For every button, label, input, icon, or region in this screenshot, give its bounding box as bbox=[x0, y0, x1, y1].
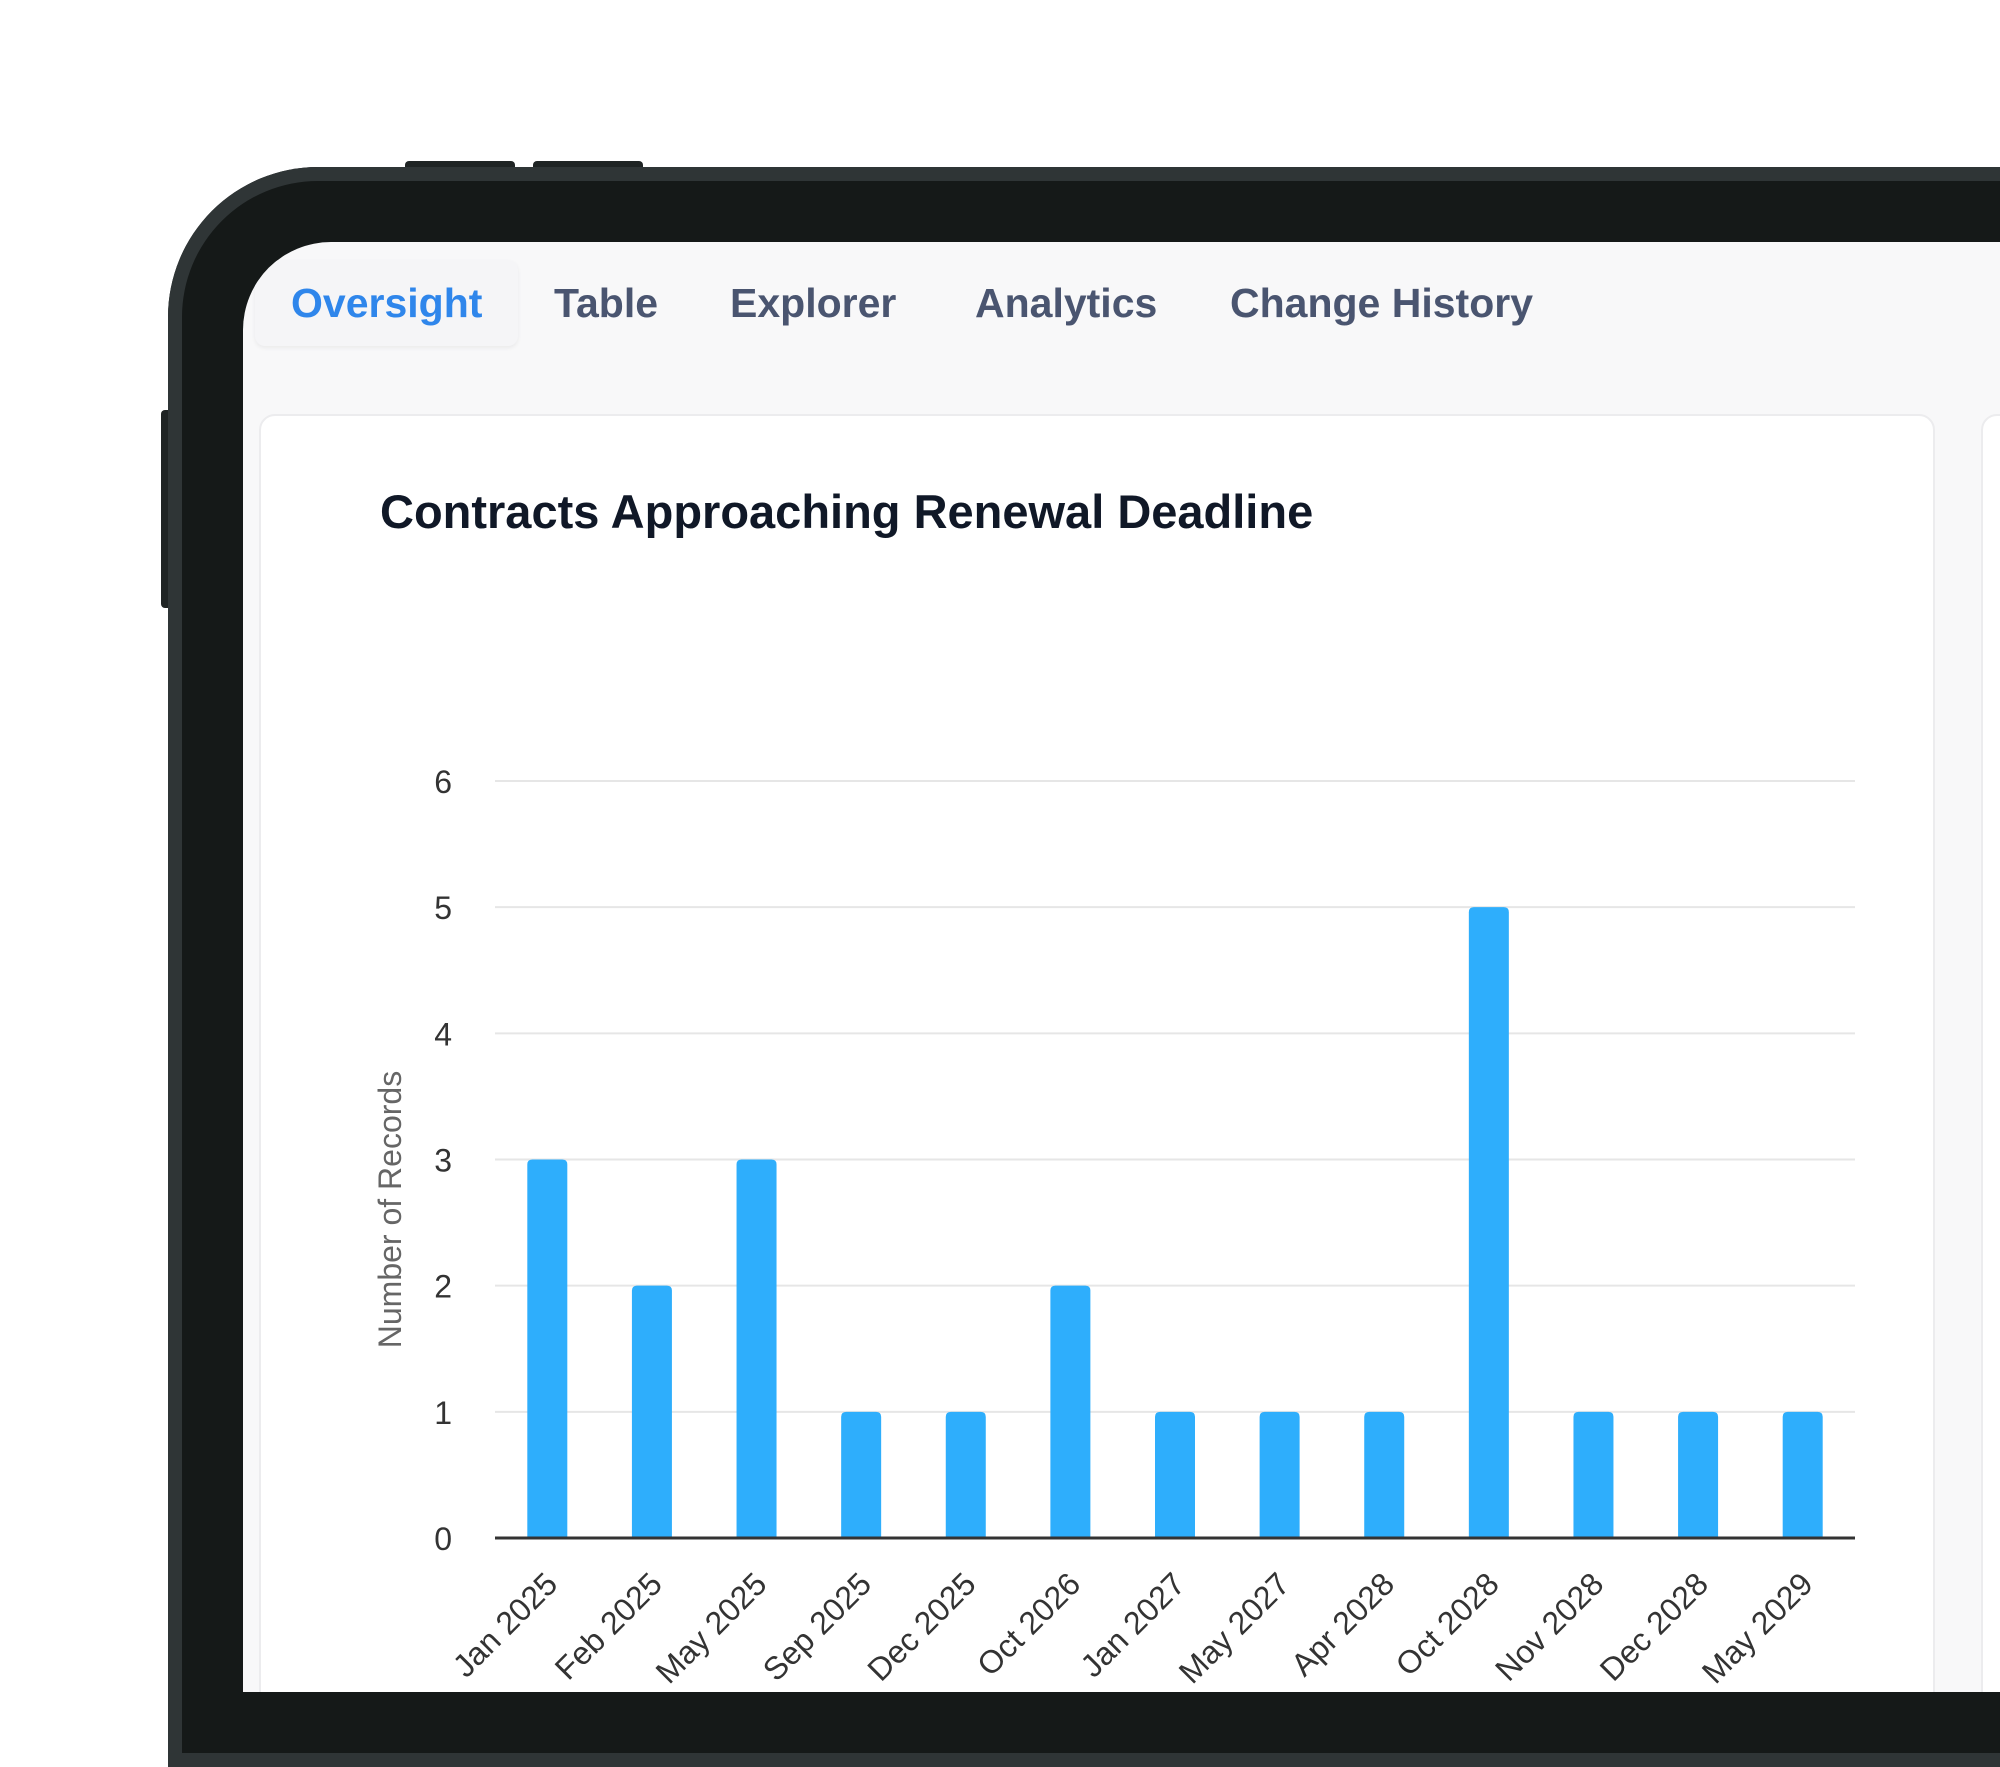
y-tick-label: 3 bbox=[434, 1143, 452, 1179]
x-tick-label: Sep 2025 bbox=[756, 1565, 878, 1687]
chart-card: Contracts Approaching Renewal Deadline 0… bbox=[259, 414, 1935, 1692]
x-tick-label: Jan 2025 bbox=[446, 1565, 565, 1684]
bar bbox=[1468, 907, 1509, 1538]
bar bbox=[945, 1411, 986, 1538]
y-tick-label: 5 bbox=[434, 890, 452, 926]
x-tick-label: Oct 2026 bbox=[970, 1565, 1087, 1682]
y-tick-label: 0 bbox=[434, 1521, 452, 1557]
app-screen: Oversight Table Explorer Analytics Chang… bbox=[243, 242, 2000, 1692]
y-tick-label: 4 bbox=[434, 1016, 452, 1052]
x-tick-label: May 2027 bbox=[1172, 1565, 1297, 1690]
tab-change-history[interactable]: Change History bbox=[1230, 280, 1533, 326]
x-tick-label: Feb 2025 bbox=[548, 1565, 669, 1686]
y-tick-label: 1 bbox=[434, 1395, 452, 1431]
bar bbox=[1155, 1411, 1195, 1538]
x-tick-label: Dec 2028 bbox=[1593, 1565, 1715, 1687]
y-axis-title: Number of Records bbox=[372, 1071, 408, 1348]
bar bbox=[736, 1159, 777, 1538]
y-tick-label: 2 bbox=[434, 1269, 452, 1305]
bar bbox=[1364, 1411, 1405, 1538]
bar bbox=[1259, 1411, 1300, 1538]
bar bbox=[1678, 1411, 1719, 1538]
bar bbox=[1573, 1411, 1614, 1538]
x-tick-label: Nov 2028 bbox=[1488, 1565, 1610, 1687]
bar bbox=[631, 1285, 672, 1538]
bar bbox=[527, 1159, 568, 1538]
x-tick-label: May 2029 bbox=[1695, 1565, 1820, 1690]
x-tick-label: May 2025 bbox=[649, 1565, 774, 1690]
x-tick-label: Apr 2028 bbox=[1284, 1565, 1401, 1682]
tab-table[interactable]: Table bbox=[554, 280, 659, 326]
tab-explorer[interactable]: Explorer bbox=[730, 280, 897, 326]
y-tick-label: 6 bbox=[434, 764, 452, 800]
adjacent-card bbox=[1981, 414, 2000, 1692]
chart-title: Contracts Approaching Renewal Deadline bbox=[380, 485, 1314, 538]
tab-oversight[interactable]: Oversight bbox=[255, 260, 519, 346]
bar bbox=[1050, 1285, 1091, 1538]
bar bbox=[1782, 1411, 1823, 1538]
bar bbox=[841, 1411, 882, 1538]
x-tick-label: Dec 2025 bbox=[860, 1565, 982, 1687]
tab-analytics[interactable]: Analytics bbox=[975, 280, 1158, 326]
x-tick-label: Oct 2028 bbox=[1389, 1565, 1506, 1682]
